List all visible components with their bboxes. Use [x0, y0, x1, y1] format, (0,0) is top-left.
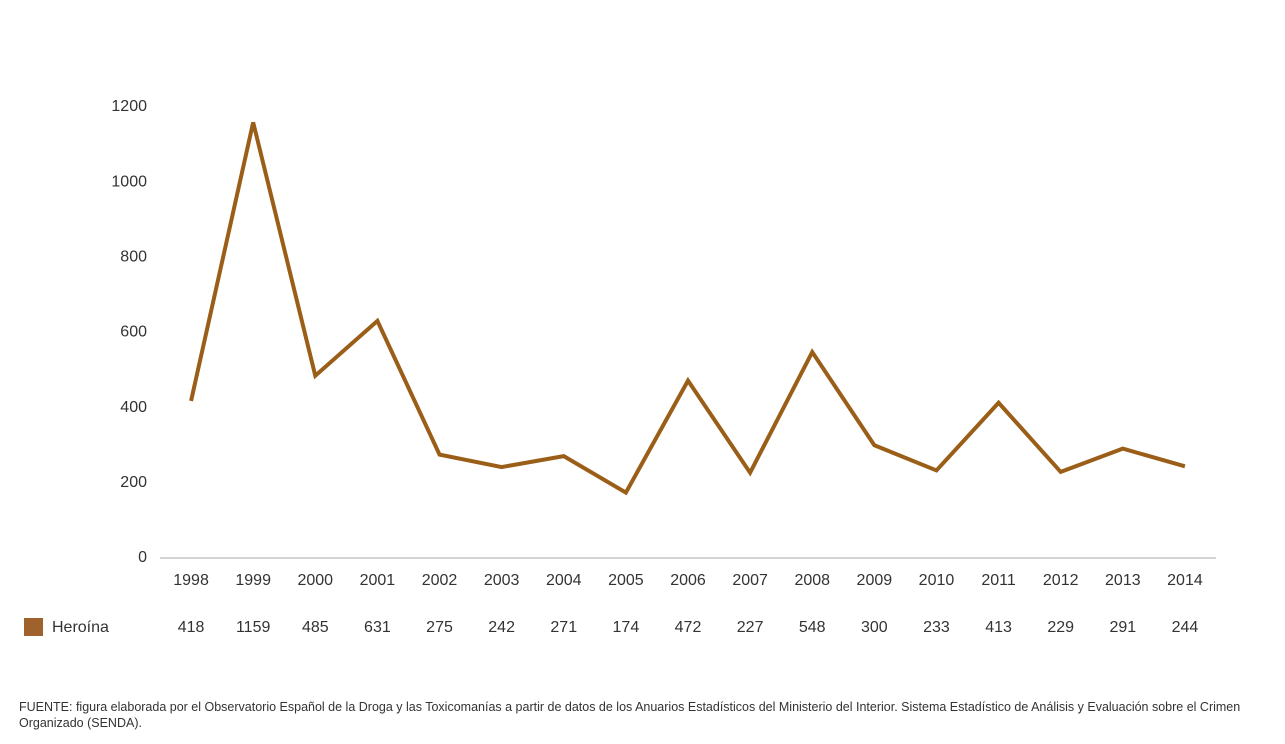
x-tick-label: 2004 [546, 572, 582, 589]
source-note: FUENTE: figura elaborada por el Observat… [19, 700, 1241, 730]
table-value: 244 [1172, 619, 1199, 636]
x-tick-label: 1999 [235, 572, 271, 589]
legend-swatch [24, 618, 43, 636]
y-tick-label: 1000 [111, 173, 147, 190]
y-tick-label: 400 [120, 399, 147, 416]
table-value: 291 [1109, 619, 1136, 636]
x-tick-label: 2007 [732, 572, 768, 589]
x-tick-label: 2001 [360, 572, 396, 589]
y-tick-label: 600 [120, 324, 147, 341]
x-tick-label: 2000 [297, 572, 333, 589]
table-value: 233 [923, 619, 950, 636]
x-tick-label: 2006 [670, 572, 706, 589]
x-tick-label: 1998 [173, 572, 209, 589]
table-value: 275 [426, 619, 453, 636]
y-tick-label: 200 [120, 474, 147, 491]
table-value: 418 [178, 619, 205, 636]
x-tick-label: 2009 [857, 572, 893, 589]
table-value: 548 [799, 619, 826, 636]
table-value: 300 [861, 619, 888, 636]
table-value: 174 [613, 619, 640, 636]
table-value: 242 [488, 619, 515, 636]
x-tick-label: 2002 [422, 572, 458, 589]
y-tick-label: 1200 [111, 98, 147, 115]
x-tick-label: 2003 [484, 572, 520, 589]
y-tick-label: 0 [138, 549, 147, 566]
data-line [189, 121, 1186, 496]
x-tick-label: 2010 [919, 572, 955, 589]
x-tick-label: 2012 [1043, 572, 1079, 589]
legend-label: Heroína [52, 619, 109, 636]
table-value: 472 [675, 619, 702, 636]
y-tick-label: 800 [120, 249, 147, 266]
chart: Heroína 0 200 400 600 800 1000 1200 1998 418 1999… [24, 98, 1216, 636]
table-value: 485 [302, 619, 329, 636]
x-tick-label: 2013 [1105, 572, 1141, 589]
table-value: 631 [364, 619, 391, 636]
table-value: 413 [985, 619, 1012, 636]
x-tick-label: 2005 [608, 572, 644, 589]
x-tick-label: 2008 [794, 572, 830, 589]
table-value: 1159 [236, 619, 271, 636]
table-value: 271 [550, 619, 577, 636]
x-tick-label: 2014 [1167, 572, 1203, 589]
x-tick-label: 2011 [981, 572, 1016, 589]
table-value: 227 [737, 619, 764, 636]
table-value: 229 [1047, 619, 1074, 636]
